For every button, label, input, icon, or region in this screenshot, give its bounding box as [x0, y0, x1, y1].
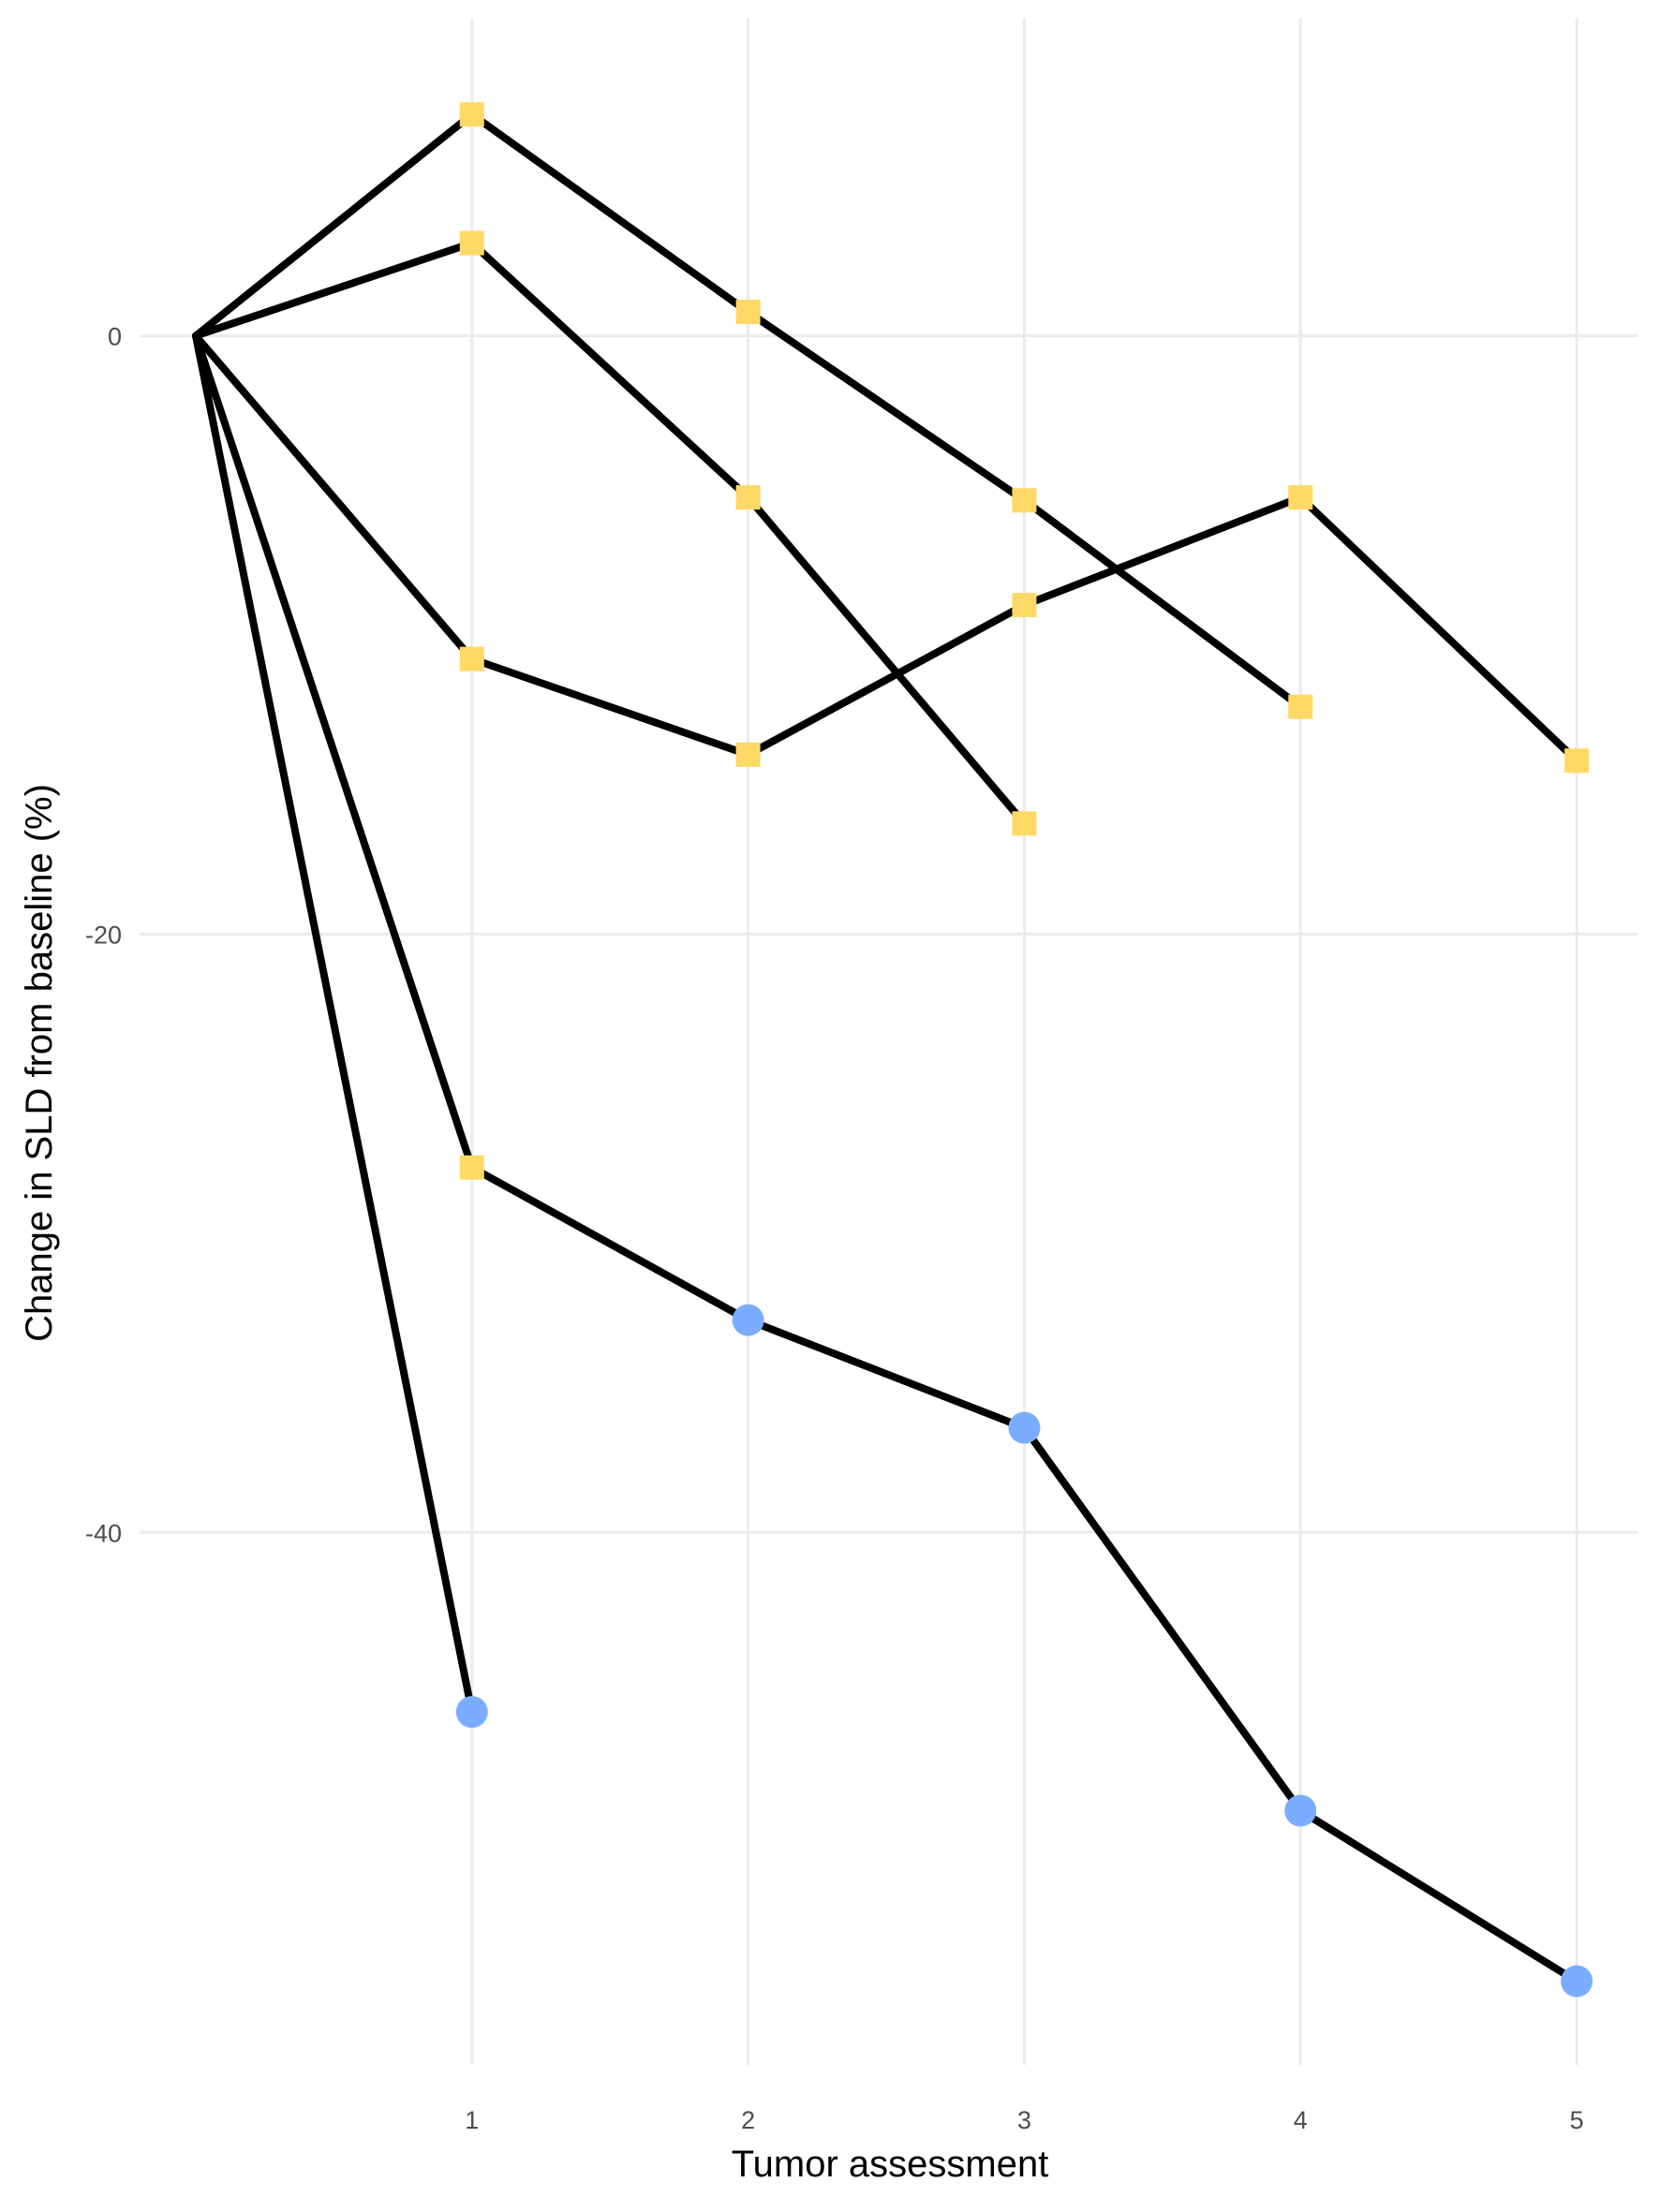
- square-marker: [459, 646, 484, 671]
- y-axis-title: Change in SLD from baseline (%): [19, 784, 60, 1342]
- circle-marker: [1284, 1794, 1317, 1827]
- circle-marker: [732, 1304, 764, 1336]
- y-tick-label: -40: [85, 1519, 122, 1547]
- grid-layer: [141, 19, 1637, 2065]
- x-tick-label: 5: [1570, 2106, 1584, 2134]
- series-line: [192, 332, 1581, 765]
- square-marker: [459, 230, 484, 256]
- square-marker: [1288, 694, 1313, 719]
- y-tick-label: -20: [85, 922, 122, 950]
- marker-layer: [455, 102, 1593, 1998]
- square-marker: [1288, 485, 1313, 510]
- square-marker: [1564, 748, 1590, 774]
- square-marker: [1012, 593, 1037, 618]
- tick-labels: 1 2 3 4 5 0 -20 -40: [85, 323, 1584, 2134]
- square-marker: [459, 1155, 484, 1180]
- x-tick-label: 1: [465, 2106, 479, 2134]
- series-layer: [192, 111, 1581, 1985]
- series-line: [192, 239, 1029, 828]
- circle-marker: [1008, 1411, 1041, 1444]
- square-marker: [735, 300, 761, 325]
- square-marker: [735, 742, 761, 767]
- circle-marker: [455, 1696, 488, 1729]
- x-tick-label: 4: [1294, 2106, 1308, 2134]
- circle-marker: [1561, 1965, 1593, 1998]
- square-marker: [1012, 488, 1037, 513]
- x-axis-title: Tumor assessment: [732, 2144, 1049, 2185]
- square-marker: [459, 102, 484, 127]
- square-marker: [735, 485, 761, 510]
- y-tick-label: 0: [108, 323, 122, 351]
- series-line: [192, 332, 1581, 1985]
- x-tick-label: 2: [741, 2106, 755, 2134]
- square-marker: [1012, 811, 1037, 836]
- series-line: [192, 332, 476, 1717]
- x-tick-label: 3: [1017, 2106, 1031, 2134]
